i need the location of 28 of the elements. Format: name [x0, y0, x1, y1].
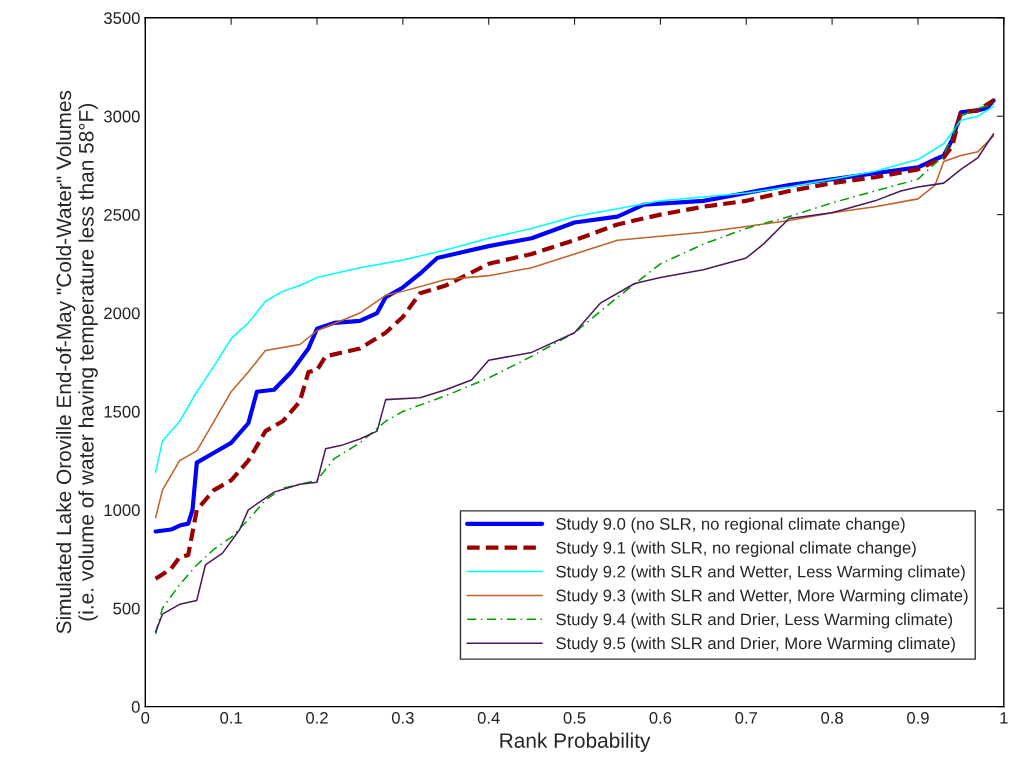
y-tick-label: 2500 [104, 209, 140, 221]
x-tick-label: 0.2 [306, 711, 328, 724]
legend-label: Study 9.4 (with SLR and Drier, Less Warming climate) [556, 613, 953, 629]
legend-label: Study 9.2 (with SLR and Wetter, Less Warming climate) [556, 565, 965, 581]
y-tick-label: 1500 [104, 405, 140, 418]
x-tick-label: 0.7 [735, 711, 757, 724]
x-tick-label: 0.9 [907, 711, 929, 724]
x-tick-label: 0.6 [649, 711, 672, 724]
x-tick-label: 1 [1000, 712, 1008, 724]
y-axis-title: Simulated Lake Oroville End-of-May "Cold-Water" Volumes (i.e. volume of water having temperature less than 58°F) [55, 90, 98, 634]
x-tick-label: 0 [141, 711, 150, 724]
y-tick-label: 1000 [104, 504, 140, 517]
legend-label: Study 9.1 (with SLR, no regional climate change) [556, 541, 916, 557]
y-tick-label: 3500 [103, 12, 140, 25]
y-tick-label: 2000 [104, 307, 140, 320]
legend-label: Study 9.3 (with SLR and Wetter, More Warming climate) [556, 589, 968, 605]
y-tick-label: 500 [113, 602, 140, 615]
legend-label: Study 9.0 (no SLR, no regional climate change) [556, 517, 905, 534]
y-tick-label: 0 [131, 701, 140, 713]
x-tick-label: 0.1 [220, 711, 242, 724]
x-axis-title: Rank Probability [500, 732, 651, 753]
x-tick-label: 0.4 [477, 711, 500, 724]
line-series [154, 105, 995, 474]
legend-label: Study 9.5 (with SLR and Drier, More Warming climate) [556, 636, 955, 653]
x-tick-label: 0.5 [563, 711, 586, 724]
y-tick-label: 3000 [103, 110, 140, 123]
x-tick-label: 0.3 [391, 711, 414, 724]
x-tick-label: 0.8 [821, 711, 843, 724]
